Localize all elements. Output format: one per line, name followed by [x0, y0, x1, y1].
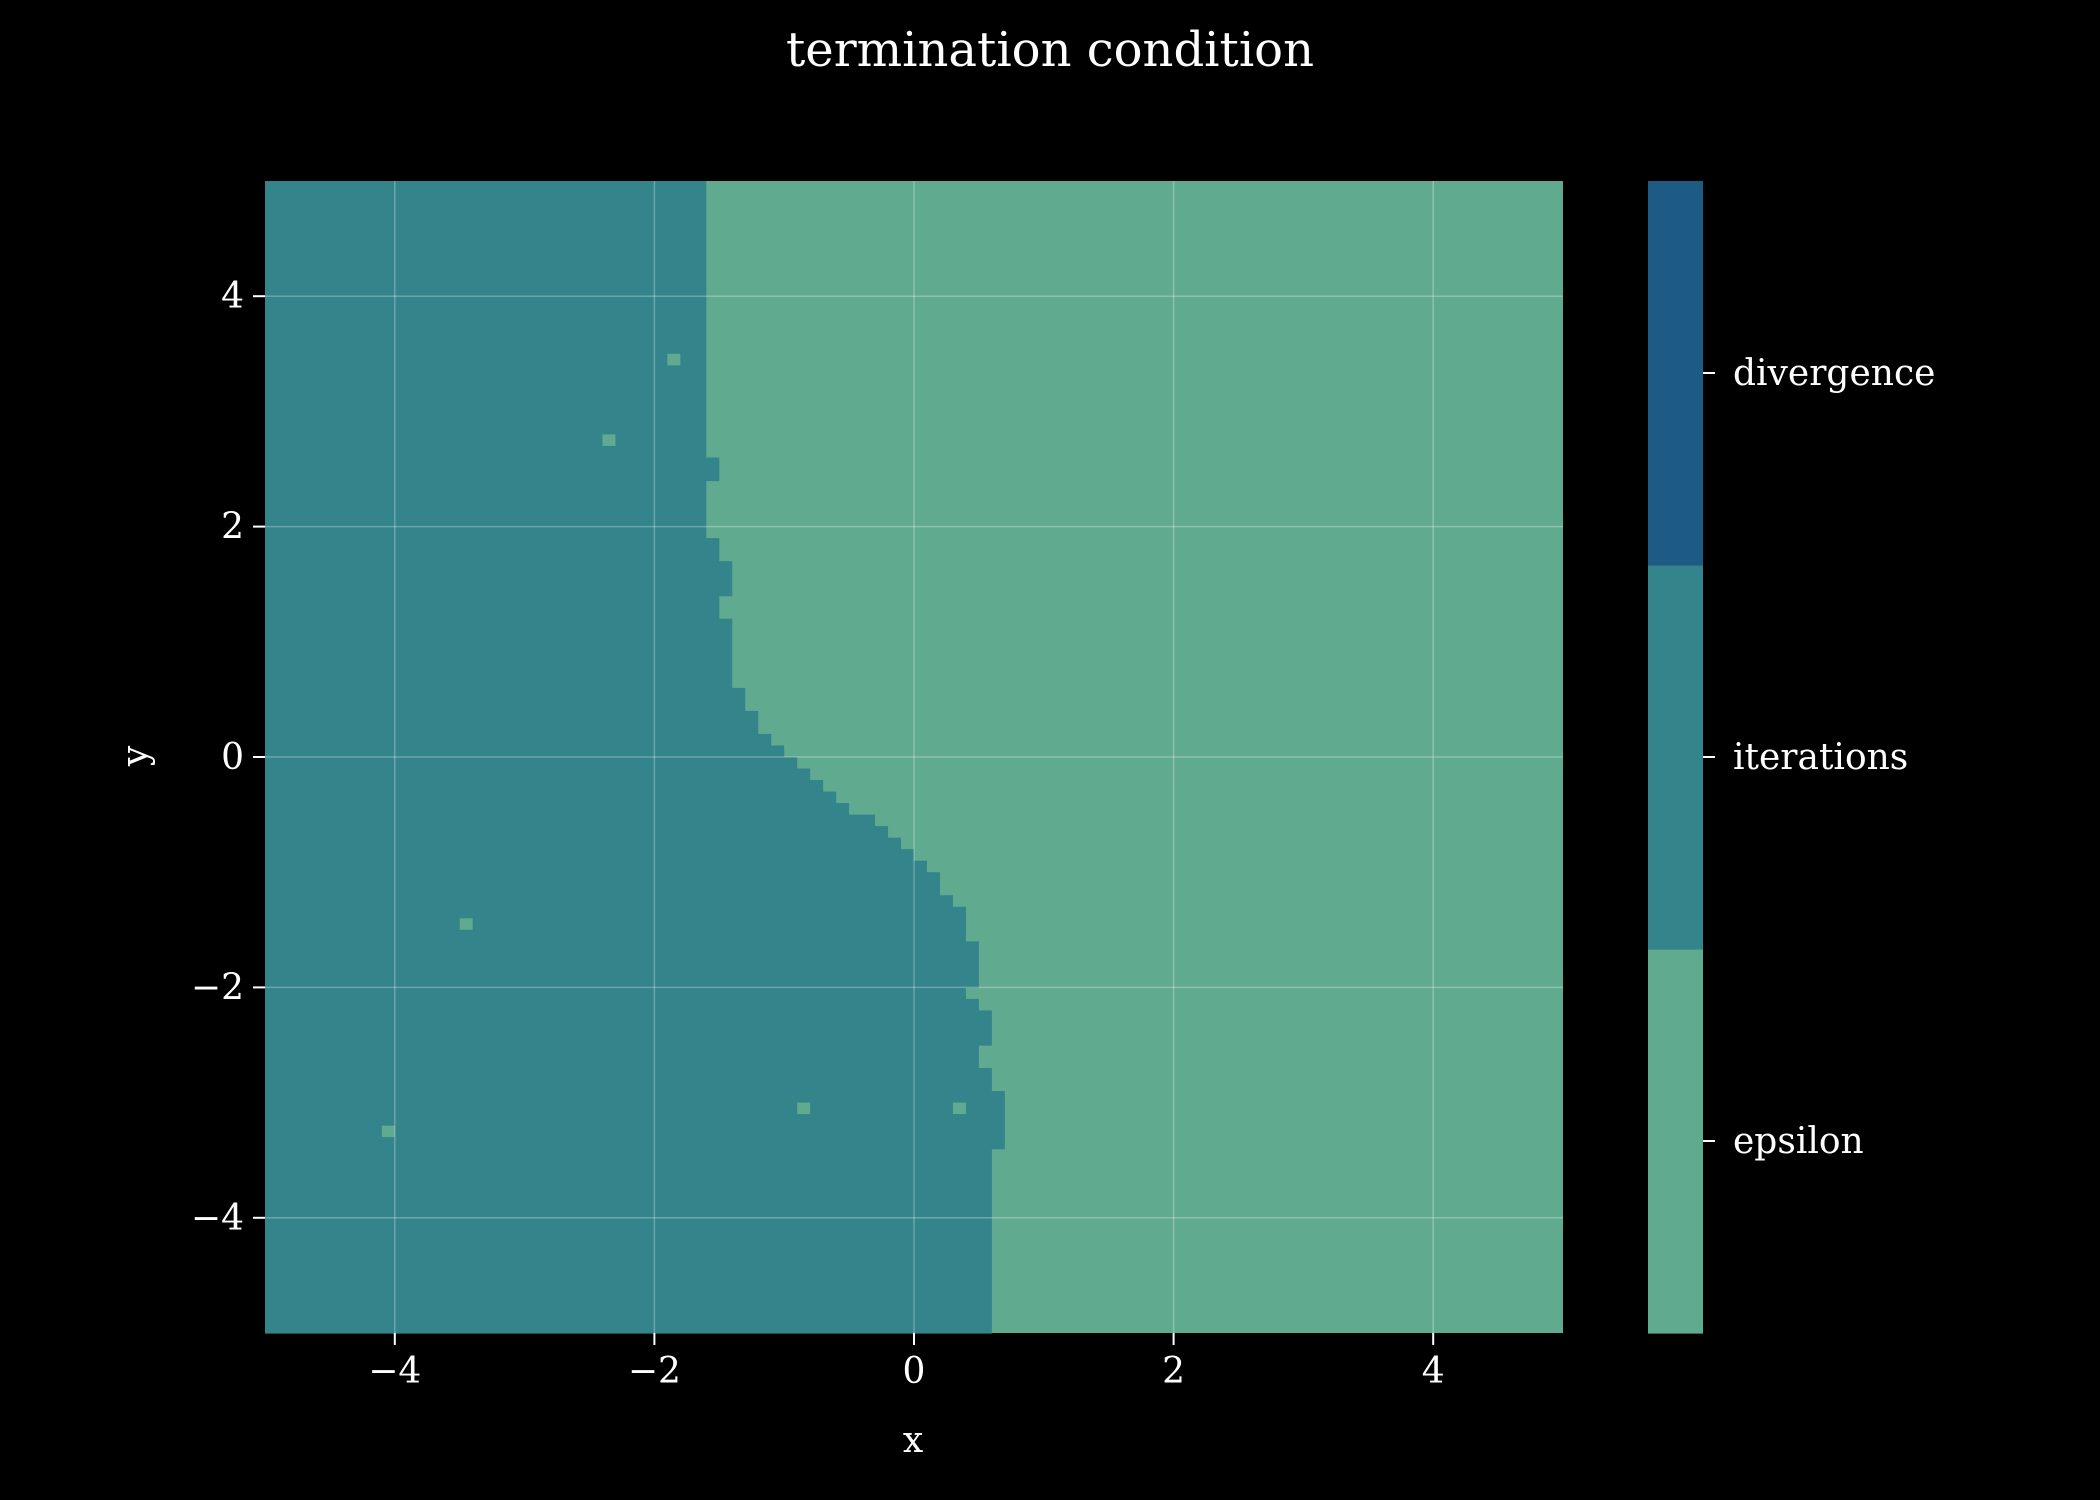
iterations-region-band [265, 1091, 1005, 1150]
iterations-region-band [265, 837, 902, 850]
x-tick-label: −2 [628, 1351, 681, 1392]
iterations-region-band [265, 1045, 979, 1069]
iterations-region-band [265, 768, 811, 781]
iterations-region-band [265, 998, 979, 1012]
iterations-region-band [265, 745, 785, 758]
x-tick-label: 2 [1162, 1351, 1185, 1392]
iterations-region-band [265, 849, 914, 862]
iterations-region-band [265, 1148, 992, 1173]
plot-area [265, 181, 1563, 1334]
iterations-region-band [265, 757, 798, 770]
colorbar-label-divergence: divergence [1733, 353, 1935, 394]
iterations-region-band [265, 710, 759, 735]
grid-lines [265, 181, 1563, 1333]
y-tick-label: −4 [191, 1198, 244, 1239]
iterations-region-band [265, 826, 889, 839]
stray-cell [381, 1125, 395, 1138]
colorbar-segment-epsilon [1648, 949, 1703, 1334]
y-tick-label: 2 [221, 507, 244, 548]
iterations-region-band [265, 987, 966, 1000]
stray-cell [459, 918, 473, 930]
iterations-region-band [265, 872, 940, 896]
iterations-region-band [265, 803, 850, 816]
iterations-region-band [265, 780, 824, 793]
chart-title: termination condition [786, 22, 1314, 78]
iterations-region-band [265, 906, 966, 942]
iterations-region-band [265, 480, 707, 539]
x-tick-label: 0 [903, 1351, 926, 1392]
iterations-region-band [265, 687, 746, 712]
colorbar-segment-divergence [1648, 181, 1703, 566]
iterations-region-band [265, 618, 733, 631]
y-tick-label: −2 [191, 967, 244, 1008]
y-tick-label: 0 [221, 737, 244, 778]
stray-cell [667, 353, 681, 366]
iterations-region-band [265, 561, 733, 597]
y-tick-label: 4 [221, 276, 244, 317]
iterations-region-band [265, 1171, 992, 1334]
colorbar-label-epsilon: epsilon [1733, 1121, 1864, 1162]
iterations-region-band [265, 457, 720, 482]
iterations-region-band [265, 595, 720, 620]
stray-cell [952, 1102, 966, 1115]
x-axis: −4 −2 0 2 4 [368, 1333, 1445, 1392]
colorbar-segment-iterations [1648, 565, 1703, 950]
stray-cell [797, 1102, 811, 1115]
heatmap-cells [265, 181, 1005, 1334]
iterations-region-band [265, 733, 772, 747]
colorbar-label-iterations: iterations [1733, 737, 1908, 778]
iterations-region-band [265, 941, 979, 988]
iterations-region-band [265, 895, 953, 908]
iterations-region-band [265, 538, 720, 562]
iterations-region-band [265, 860, 927, 873]
iterations-region-band [265, 814, 876, 827]
stray-cell [602, 434, 616, 446]
x-axis-label: x [903, 1420, 923, 1461]
iterations-region-band [265, 1010, 992, 1046]
y-axis-label: y [115, 745, 156, 767]
y-axis: −4 −2 0 2 4 [191, 276, 265, 1239]
iterations-region-band [265, 791, 837, 804]
x-tick-label: 4 [1422, 1351, 1445, 1392]
x-tick-label: −4 [368, 1351, 421, 1392]
iterations-region-band [265, 1068, 992, 1092]
colorbar: epsilon iterations divergence [1648, 181, 1935, 1334]
iterations-region-band [265, 181, 707, 459]
iterations-region-band [265, 630, 733, 689]
